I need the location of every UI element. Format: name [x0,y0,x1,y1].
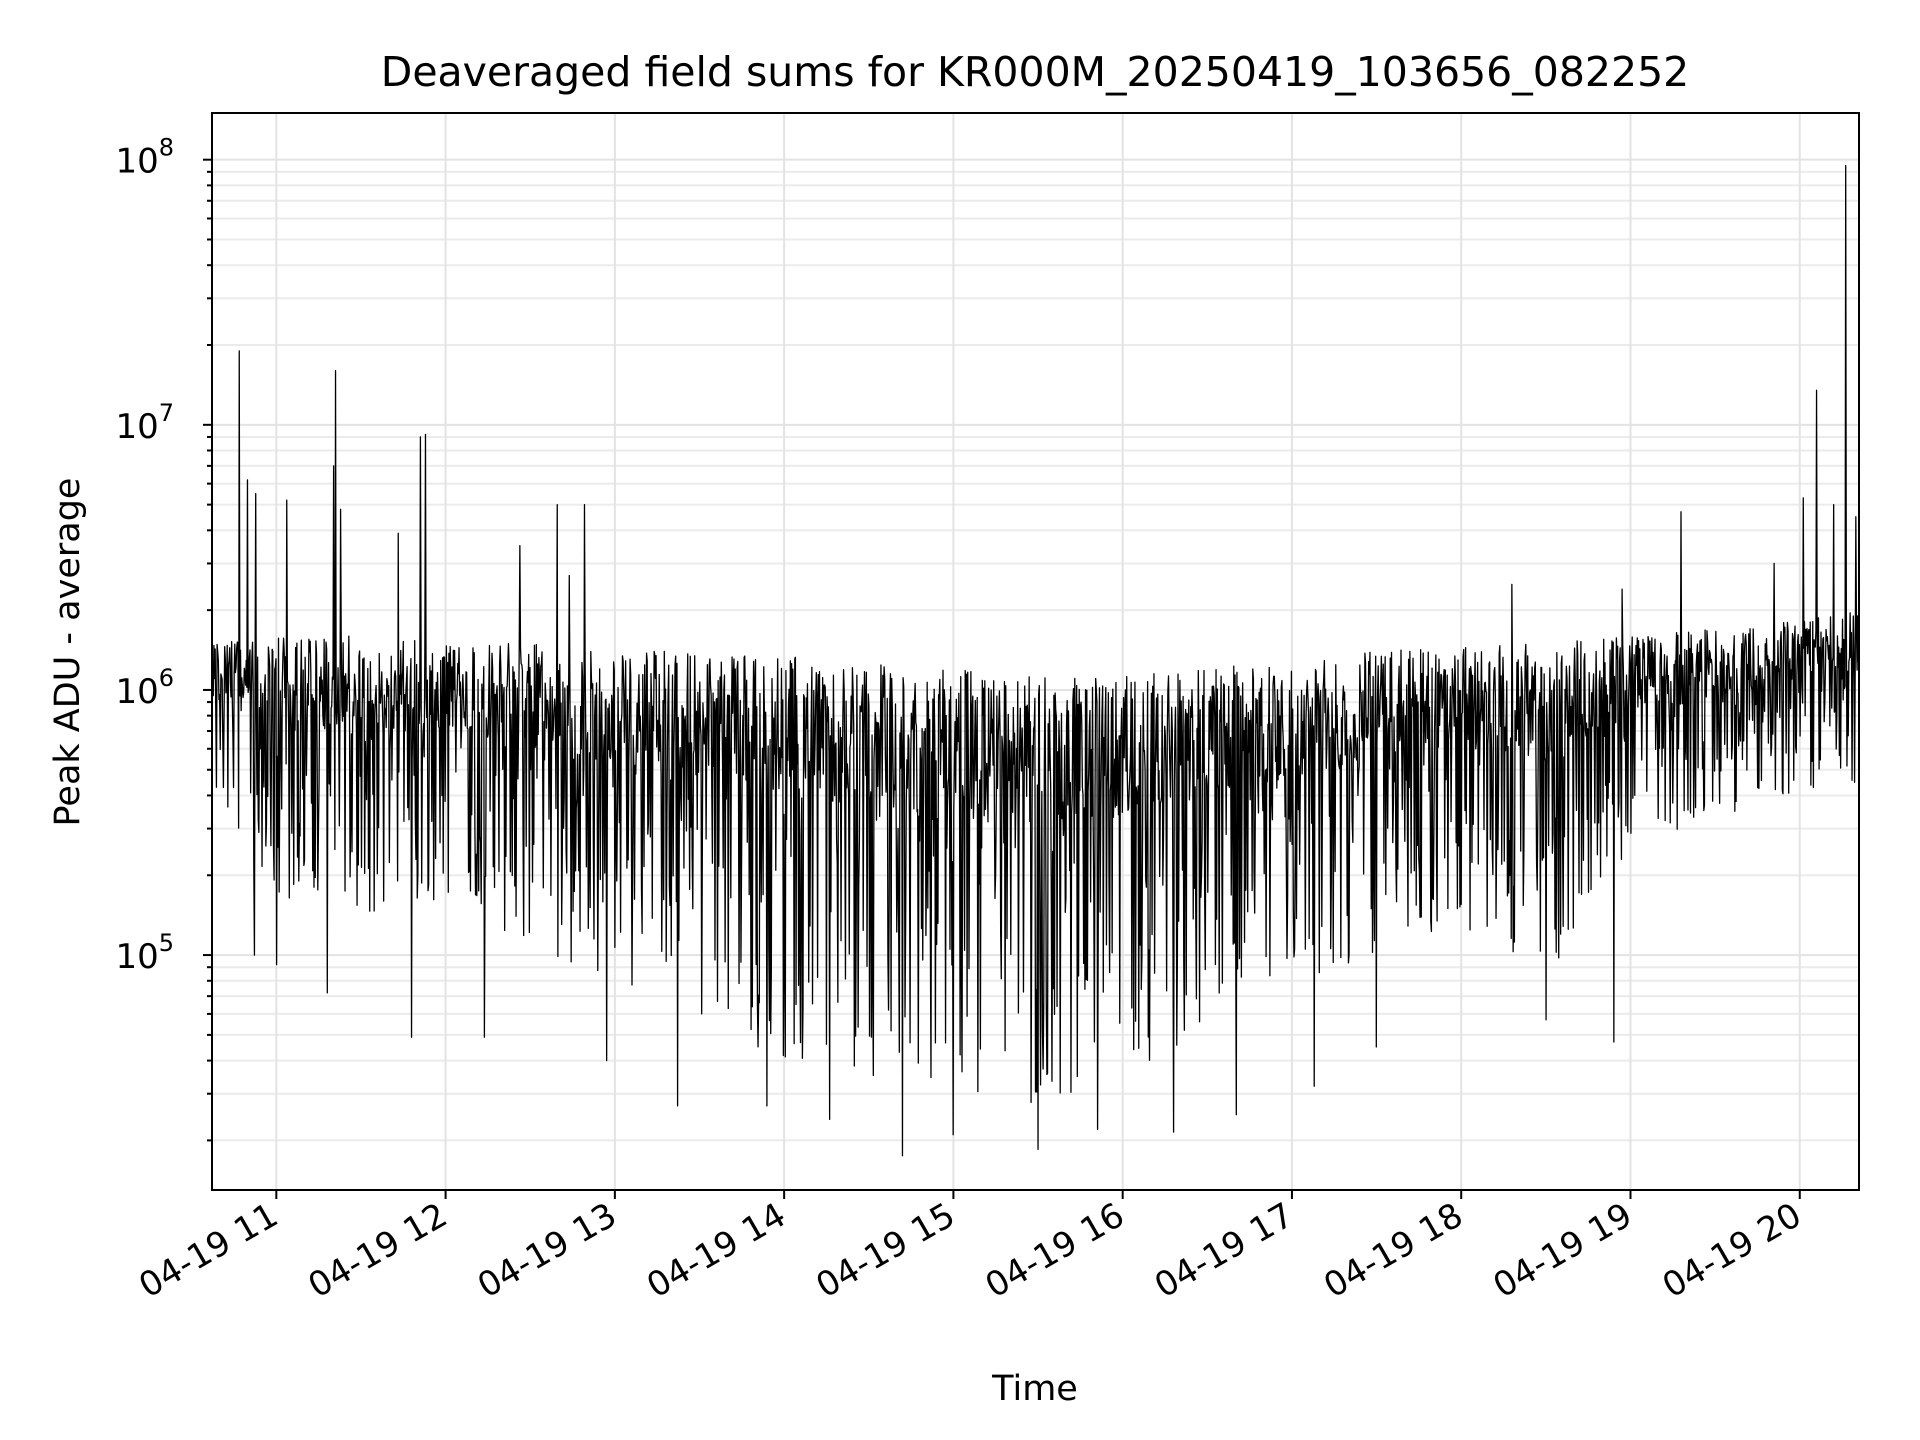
y-tick-label: 105 [115,929,174,977]
series-line [211,164,1860,1157]
y-tick-exponent: 6 [159,664,174,692]
y-tick-exponent: 5 [159,929,174,957]
y-tick-label: 106 [115,664,174,712]
x-axis-label: Time [991,1369,1078,1409]
y-tick-base: 10 [115,142,158,182]
y-tick-base: 10 [115,672,158,712]
y-tick-base: 10 [115,407,158,447]
chart-title: Deaveraged field sums for KR000M_2025041… [381,48,1690,96]
y-axis-label: Peak ADU - average [48,478,88,827]
series-group [211,164,1860,1157]
y-tick-label: 108 [115,134,174,182]
plot-frame [211,112,1860,1191]
y-tick-base: 10 [115,937,158,977]
y-tick-exponent: 7 [159,399,174,427]
y-tick-exponent: 8 [159,134,174,162]
y-tick-label: 107 [115,399,174,447]
